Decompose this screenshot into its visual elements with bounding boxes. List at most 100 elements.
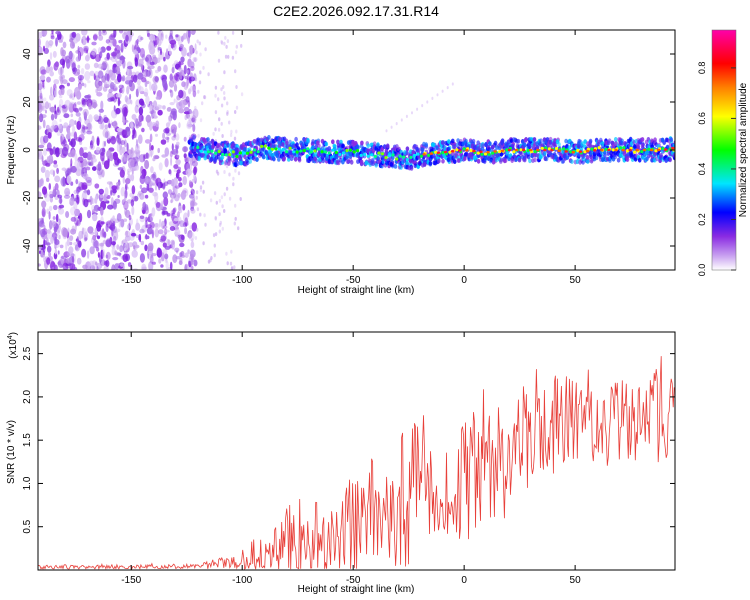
noise-cell — [49, 106, 56, 113]
ridge-cell — [402, 155, 406, 159]
noise-cell — [44, 169, 50, 179]
noise-cell — [194, 77, 198, 82]
noise-cell — [113, 217, 116, 224]
noise-cell — [179, 71, 183, 80]
noise-cell — [49, 196, 54, 203]
noise-cell — [175, 34, 179, 38]
band-cell — [672, 152, 675, 158]
band-cell — [451, 138, 455, 144]
band-cell — [620, 138, 624, 144]
faint-streak-cell — [426, 100, 429, 104]
noise-cell — [188, 267, 192, 270]
noise-cell — [73, 189, 80, 195]
noise-cell — [79, 212, 83, 223]
noise-cell — [78, 134, 85, 141]
noise-cell — [140, 100, 145, 106]
noise-cell — [127, 262, 132, 267]
ridge-peak-cell — [600, 148, 604, 152]
noise-cell — [190, 65, 195, 72]
noise-cell — [50, 35, 55, 40]
noise-cell — [191, 178, 195, 183]
noise-cell — [155, 69, 159, 74]
noise-cell — [141, 187, 148, 194]
band-cell — [372, 141, 377, 147]
noise-cell — [183, 153, 187, 159]
noise-cell — [120, 140, 126, 146]
snr-frame — [37, 331, 676, 571]
noise-cell — [120, 186, 126, 197]
band-cell — [633, 144, 637, 149]
band-cell — [594, 155, 599, 161]
noise-cell — [91, 135, 95, 145]
band-cell — [523, 157, 527, 163]
noise-cell — [146, 183, 150, 191]
noise-cell — [144, 194, 149, 199]
faint-streak-cell — [385, 129, 388, 133]
noise-cell — [62, 79, 68, 85]
noise-cell — [75, 136, 81, 142]
noise-cell — [163, 229, 170, 233]
noise-cell — [135, 143, 140, 153]
noise-cell — [60, 255, 67, 260]
noise-cell — [182, 204, 186, 211]
noise-cell — [191, 222, 198, 232]
x-tick-label: -100 — [232, 575, 252, 586]
noise-cell — [141, 168, 147, 177]
noise-cell — [228, 196, 232, 201]
noise-cell — [82, 173, 89, 180]
snr-ticks: -150 -100 -50 0 50 0.5 1.0 1.5 2.0 2.5 — [22, 332, 675, 586]
noise-cell — [74, 120, 77, 125]
noise-cell — [189, 85, 196, 92]
noise-cell — [219, 220, 222, 225]
noise-cell — [226, 261, 229, 266]
ridge-peak-cell — [436, 151, 441, 155]
noise-cell — [127, 174, 132, 182]
noise-cell — [108, 123, 111, 129]
y-tick-label: 0 — [22, 147, 33, 153]
ridge-cell — [519, 148, 523, 152]
noise-cell — [66, 238, 70, 247]
noise-cell — [101, 60, 108, 69]
noise-cell — [71, 96, 75, 100]
noise-cell — [48, 211, 51, 220]
noise-cell — [95, 146, 101, 154]
noise-cell — [109, 35, 115, 41]
ridge-cell — [416, 152, 420, 156]
band-cell — [441, 158, 445, 164]
noise-cell — [123, 218, 128, 222]
band-cell — [441, 140, 445, 146]
noise-cell — [71, 31, 77, 38]
ridge-cell — [654, 149, 658, 153]
y-tick-label: 1.5 — [22, 433, 33, 447]
noise-cell — [217, 58, 221, 63]
band-cell — [267, 135, 271, 140]
noise-cell — [100, 100, 104, 111]
noise-cell — [174, 73, 179, 81]
band-cell — [644, 150, 649, 156]
noise-cell — [138, 120, 142, 127]
noise-cell — [39, 89, 42, 98]
noise-cell — [137, 58, 144, 67]
ridge-cell — [377, 151, 381, 155]
ridge-cell — [203, 150, 207, 154]
band-cell — [543, 150, 547, 156]
noise-cell — [201, 180, 205, 185]
noise-cell — [234, 69, 237, 74]
noise-cell — [146, 178, 152, 183]
ridge-peak-cell — [450, 149, 455, 153]
ridge-cell — [285, 150, 289, 154]
ridge-cell — [412, 153, 416, 158]
ridge-cell — [590, 147, 594, 151]
ridge-cell — [359, 153, 363, 157]
noise-cell — [162, 210, 169, 215]
noise-cell — [69, 41, 76, 49]
noise-cell — [102, 240, 107, 244]
noise-cell — [161, 220, 166, 230]
y-tick-label: 0.5 — [22, 519, 33, 533]
noise-cell — [166, 179, 173, 185]
noise-cell — [60, 133, 65, 141]
noise-cell — [66, 89, 73, 97]
ridge-peak-cell — [422, 153, 426, 156]
noise-cell — [65, 211, 70, 218]
band-cell — [325, 156, 329, 162]
